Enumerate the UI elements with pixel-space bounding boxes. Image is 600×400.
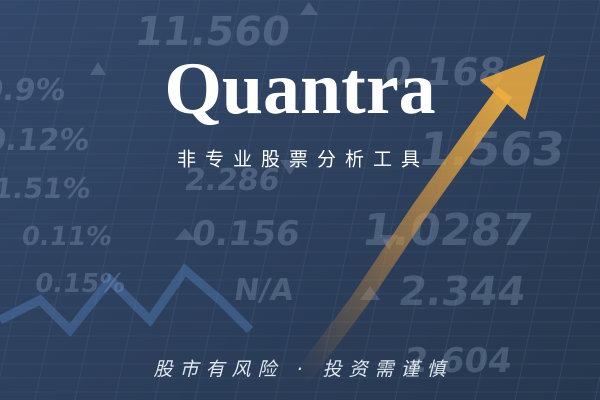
ticker-text: 2.604 xyxy=(401,341,514,381)
ticker-text: 1.51% xyxy=(0,172,93,205)
ticker-layer: 11.560 0.9% 0.12% 1.51% 0.11% 0.15% 2.286 0.156… xyxy=(0,9,568,381)
arrow-head xyxy=(480,55,545,120)
ticker-text: 2.286 xyxy=(182,163,282,198)
ticker-text: 1.563 xyxy=(415,122,568,176)
ticker-text: 0.9% xyxy=(0,73,68,108)
ticker-text: 0.168 xyxy=(382,51,508,95)
orange-trend xyxy=(292,86,513,386)
ticker-text: 2.344 xyxy=(396,269,529,315)
blue-trend xyxy=(0,263,254,337)
ticker-text: 0.15% xyxy=(33,269,127,299)
title: Quantra xyxy=(164,48,435,130)
ticker-text: 0.11% xyxy=(20,222,114,252)
ticker-text: N/A xyxy=(232,273,297,308)
disclaimer: 股市有风险 · 投资需谨慎 xyxy=(153,359,452,381)
subtitle: 非专业股票分析工具 xyxy=(177,149,429,171)
ticker-text: 11.560 xyxy=(132,9,293,55)
ticker-text: 0.156 xyxy=(189,214,302,254)
ticker-text: 0.12% xyxy=(0,123,92,158)
